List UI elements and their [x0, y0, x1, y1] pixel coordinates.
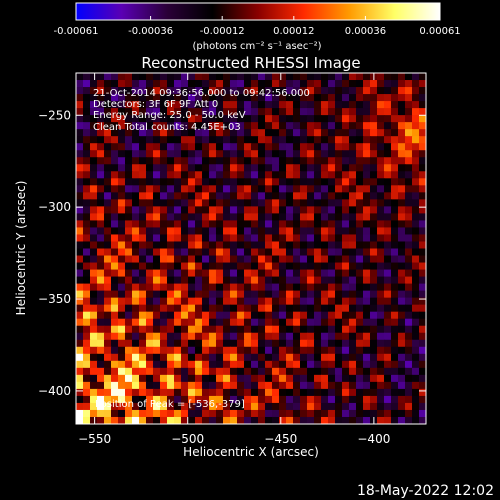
annotation-detectors: Detectors: 3F 6F 9F Att 0 [93, 99, 218, 110]
colorbar: -0.00061 -0.00036 -0.00012 0.00012 0.00036 0.… [54, 2, 461, 52]
peak-position-label: Position of Peak = [-536,-379] [95, 399, 245, 410]
colorbar-gradient [75, 2, 441, 21]
y-axis-label: Heliocentric Y (arcsec) [14, 181, 28, 316]
plot-area: −550 −500 −450 −400 −250 −300 −350 −400 21-Oct-… [38, 72, 427, 446]
colorbar-tick-label: -0.00061 [54, 26, 99, 37]
annotation-time-range: 21-Oct-2014 09:36:56.000 to 09:42:56.000 [93, 88, 310, 99]
x-tick-label: −550 [78, 432, 111, 446]
chart-title: Reconstructed RHESSI Image [141, 54, 360, 72]
colorbar-tick-label: 0.00036 [345, 26, 386, 37]
x-tick-label: −450 [264, 432, 297, 446]
heatmap-image [76, 73, 426, 424]
colorbar-tick-label: 0.00061 [419, 26, 460, 37]
colorbar-tick-label: 0.00012 [273, 26, 314, 37]
annotation-energy-range: Energy Range: 25.0 - 50.0 keV [93, 110, 246, 121]
x-tick-label: −500 [171, 432, 204, 446]
y-tick-label: −400 [38, 384, 71, 398]
y-tick-label: −300 [38, 200, 71, 214]
x-axis-label: Heliocentric X (arcsec) [183, 445, 319, 459]
y-tick-label: −250 [38, 108, 71, 122]
annotation-block: 21-Oct-2014 09:36:56.000 to 09:42:56.000… [93, 88, 310, 133]
x-tick-label: −400 [357, 432, 390, 446]
colorbar-tick-label: -0.00036 [128, 26, 173, 37]
annotation-clean-total-counts: Clean Total counts: 4.45E+03 [93, 122, 241, 133]
plot-frame [75, 72, 427, 425]
colorbar-units-label: (photons cm⁻² s⁻¹ asec⁻²) [192, 41, 321, 52]
y-tick-label: −350 [38, 292, 71, 306]
footer-date: 18-May-2022 12:02 [357, 483, 494, 499]
colorbar-tick-label: -0.00012 [200, 26, 245, 37]
